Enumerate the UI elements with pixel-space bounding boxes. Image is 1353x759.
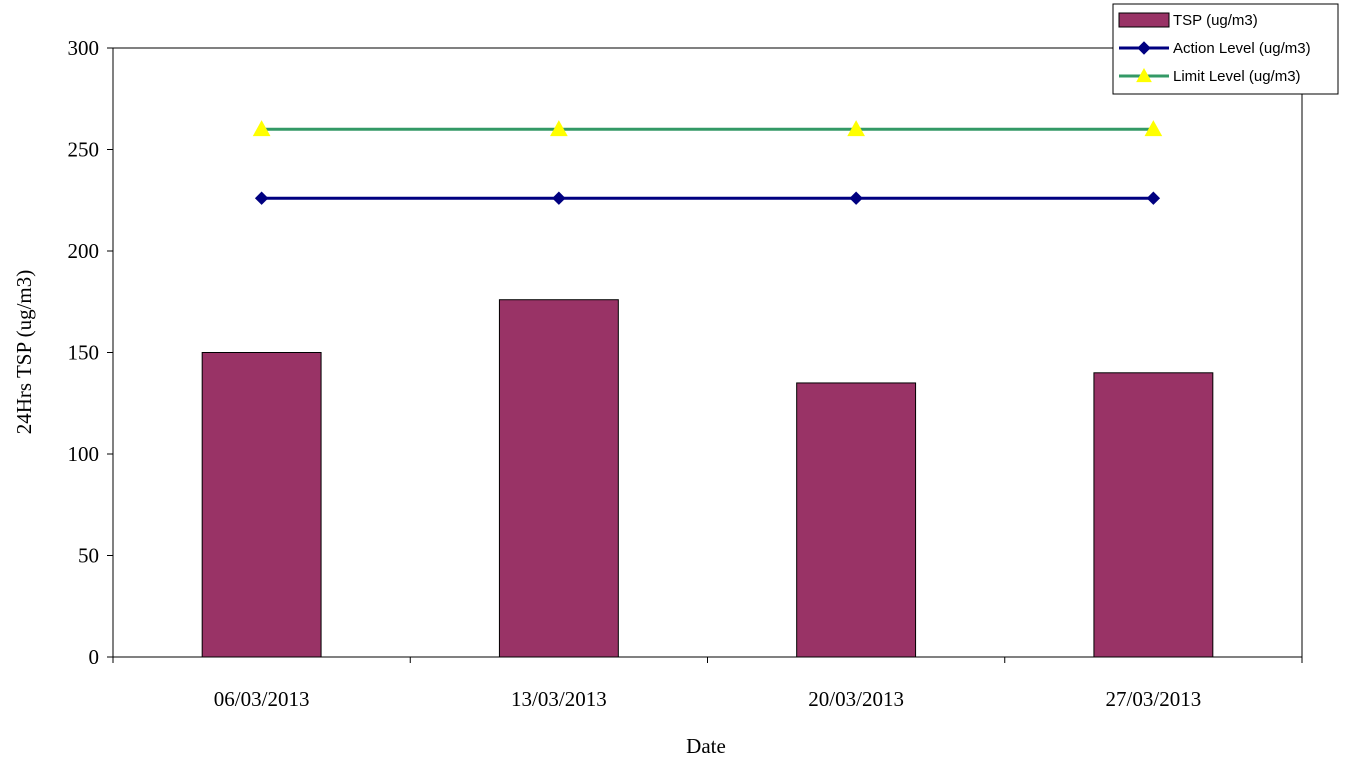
y-tick-label: 300 [68,36,100,60]
x-axis: 06/03/2013 13/03/2013 20/03/2013 27/03/2013 [112,657,1303,711]
x-tick-label: 20/03/2013 [808,687,904,711]
x-tick-label: 06/03/2013 [214,687,310,711]
y-tick-label: 200 [68,239,100,263]
point-marker [254,191,269,205]
bar [498,299,619,658]
y-tick-label: 50 [78,544,99,568]
legend-label: TSP (ug/m3) [1173,12,1258,29]
bar [201,352,322,658]
y-tick-label: 0 [89,645,100,669]
point-marker [552,191,566,205]
point-marker [1136,67,1152,83]
point-marker [1137,41,1151,55]
y-tick-label: 150 [68,341,100,365]
bar [1093,372,1214,658]
y-tick-label: 100 [68,442,100,466]
point-marker [1146,191,1161,205]
point-marker [849,191,863,205]
line-series [252,120,1163,205]
x-tick-label: 27/03/2013 [1106,687,1202,711]
x-tick-label: 13/03/2013 [511,687,607,711]
point-marker [1144,120,1163,137]
x-axis-title: Date [686,734,726,758]
bar-series [201,299,1214,658]
legend-swatch [1118,12,1170,28]
point-marker [847,120,865,137]
y-axis-title: 24Hrs TSP (ug/m3) [12,270,36,435]
legend-label: Action Level (ug/m3) [1173,40,1311,57]
legend-label: Limit Level (ug/m3) [1173,68,1301,85]
y-tick-label: 250 [68,138,100,162]
legend: TSP (ug/m3) Action Level (ug/m3) Limit Lev… [1112,3,1339,95]
point-marker [550,120,568,137]
y-axis: 0 50 100 150 200 250 300 [68,36,113,669]
point-marker [252,120,271,137]
bar [796,382,917,658]
